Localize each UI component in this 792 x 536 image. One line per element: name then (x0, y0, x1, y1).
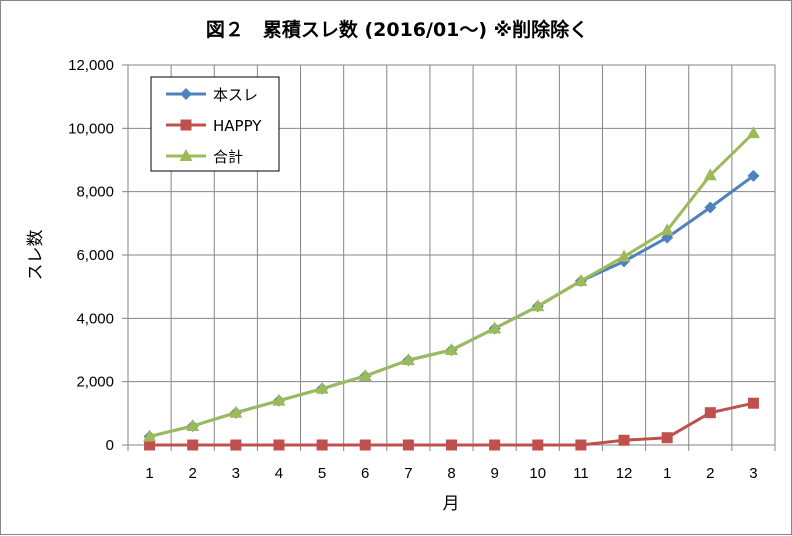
series-group (143, 126, 760, 451)
x-tick-label: 1 (663, 465, 671, 482)
data-point (488, 321, 502, 334)
data-point (273, 439, 285, 451)
data-point (747, 397, 759, 409)
x-tick-label: 7 (404, 465, 412, 482)
series-3 (143, 126, 760, 442)
data-point (315, 381, 329, 394)
x-tick-label: 2 (189, 465, 197, 482)
data-point (359, 439, 371, 451)
data-point (446, 439, 457, 451)
data-point (316, 439, 328, 451)
legend-marker (180, 88, 192, 100)
data-point (532, 439, 544, 451)
data-point (489, 439, 501, 451)
data-point (230, 439, 242, 451)
y-tick-label: 8,000 (76, 184, 114, 201)
x-tick-label: 12 (616, 465, 633, 482)
data-point (660, 223, 674, 236)
data-point (187, 439, 199, 451)
data-point (144, 439, 156, 451)
x-tick-label: 6 (361, 465, 369, 482)
y-axis-label: スレ数 (26, 230, 46, 281)
data-point (402, 439, 414, 451)
x-tick-label: 5 (318, 465, 326, 482)
data-point (574, 273, 588, 286)
data-point (747, 169, 760, 182)
data-point (401, 353, 415, 366)
x-tick-label: 4 (275, 465, 283, 482)
data-point (229, 405, 243, 418)
x-tick-label: 2 (706, 465, 714, 482)
legend-label: 合計 (213, 148, 243, 166)
data-point (358, 368, 372, 381)
x-tick-label: 10 (529, 465, 546, 482)
legend-item-1: 本スレ (166, 86, 258, 104)
data-point (272, 393, 286, 406)
data-point (617, 249, 631, 262)
legend: 本スレ HAPPY 合計 (150, 76, 280, 172)
data-point (704, 407, 716, 419)
y-tick-label: 10,000 (68, 120, 114, 137)
y-axis-ticks: 0 2,000 4,000 6,000 8,000 10,000 12,000 (68, 57, 114, 454)
y-tick-label: 4,000 (76, 310, 114, 327)
x-axis-label: 月 (443, 494, 460, 514)
legend-item-3: 合計 (166, 148, 243, 166)
y-tick-label: 12,000 (68, 57, 114, 74)
x-tick-label: 1 (145, 465, 153, 482)
data-point (661, 432, 673, 444)
legend-label: 本スレ (213, 86, 258, 104)
data-point (445, 343, 458, 355)
data-point (186, 419, 200, 431)
y-tick-label: 6,000 (76, 247, 114, 264)
legend-item-2: HAPPY (166, 117, 262, 135)
y-tick-label: 2,000 (76, 374, 114, 391)
data-point (746, 126, 760, 139)
x-tick-label: 3 (749, 465, 757, 482)
data-point (704, 201, 717, 214)
y-tick-label: 0 (106, 437, 114, 454)
x-tick-label: 8 (447, 465, 455, 482)
data-point (143, 429, 157, 442)
data-point (531, 299, 545, 312)
x-axis-ticks: 1 2 3 4 5 6 7 8 9 10 11 12 1 2 3 (145, 465, 757, 482)
data-point (575, 439, 587, 451)
data-point (618, 434, 630, 446)
data-point (703, 168, 717, 181)
legend-label: HAPPY (213, 117, 262, 135)
legend-marker (179, 149, 193, 161)
x-tick-label: 3 (232, 465, 240, 482)
x-tick-label: 9 (490, 465, 498, 482)
legend-marker (180, 119, 192, 131)
chart-title: 図２ 累積スレ数 (2016/01～) ※削除除く (206, 18, 588, 41)
series-2 (144, 397, 759, 451)
x-tick-label: 11 (573, 465, 589, 482)
